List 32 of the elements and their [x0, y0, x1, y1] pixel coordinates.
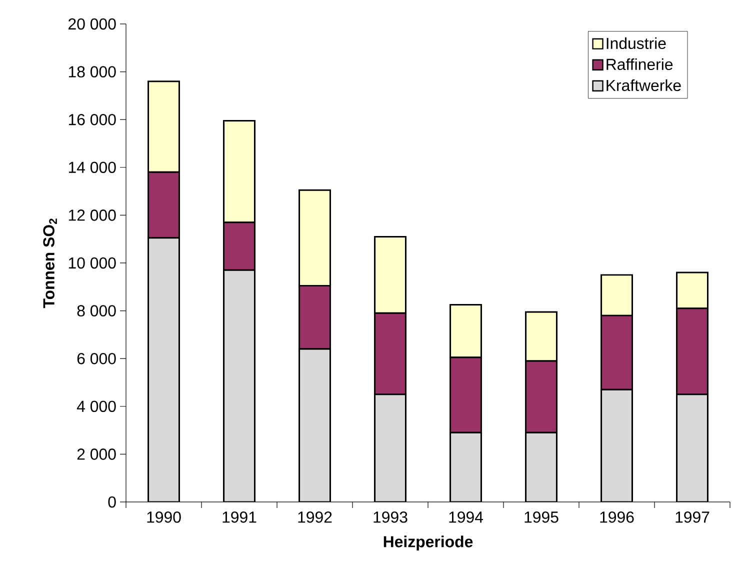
x-axis-title: Heizperiode: [384, 536, 473, 550]
y-tick-label: 2 000: [77, 448, 116, 460]
legend-label: Raffinerie: [606, 58, 673, 70]
x-tick-label: 1994: [449, 512, 484, 523]
y-tick-label: 20 000: [68, 18, 116, 30]
legend-label: Kraftwerke: [606, 79, 681, 92]
y-tick-label: 10 000: [68, 257, 116, 269]
bar: [223, 269, 256, 502]
y-tick-label: 8 000: [77, 305, 116, 316]
x-tick-label: 1996: [600, 512, 634, 523]
y-axis-title: Tonnen SO$_{2}$: [43, 218, 57, 308]
bar: [298, 348, 331, 502]
legend-label: Industrie: [606, 37, 666, 50]
y-tick-label: 16 000: [68, 114, 116, 126]
y-tick-label: 18 000: [68, 66, 116, 78]
x-tick-label: 1991: [222, 512, 256, 523]
x-tick-label: 1990: [147, 512, 181, 523]
x-tick-label: 1995: [524, 512, 558, 523]
x-tick-label: 1997: [676, 512, 710, 523]
y-tick-label: 4 000: [76, 400, 116, 412]
y-tick-label: 6 000: [77, 352, 116, 364]
y-tick-label: 0: [108, 496, 116, 508]
bar: [600, 388, 633, 502]
x-tick-label: 1992: [298, 512, 332, 523]
y-tick-label: 14 000: [68, 162, 116, 174]
bar: [676, 394, 708, 502]
bar: [450, 432, 482, 502]
bar: [374, 394, 406, 502]
bar: [148, 237, 180, 502]
bar: [525, 432, 558, 502]
x-tick-label: 1993: [374, 512, 408, 523]
y-tick-label: 12 000: [68, 210, 116, 221]
